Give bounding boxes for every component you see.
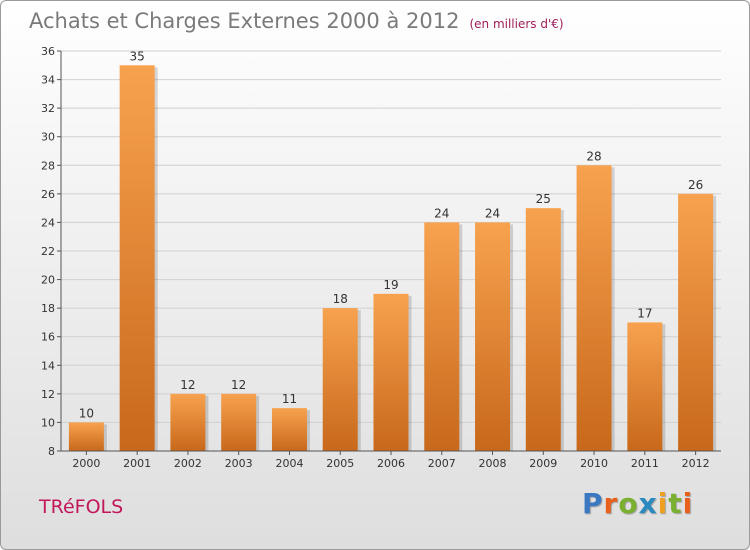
y-tick-label: 10 xyxy=(41,416,55,429)
y-tick-label: 28 xyxy=(41,159,55,172)
bar-2003 xyxy=(221,393,257,451)
chart-title: Achats et Charges Externes 2000 à 2012 (e… xyxy=(29,9,564,33)
bar-2002 xyxy=(170,393,206,451)
x-tick-label: 2003 xyxy=(225,457,253,470)
x-tick-label: 2000 xyxy=(72,457,100,470)
y-tick-label: 34 xyxy=(41,74,55,87)
bar-2009 xyxy=(525,208,561,451)
bar-2004 xyxy=(271,408,307,451)
x-tick-label: 2002 xyxy=(174,457,202,470)
bar-value-label: 12 xyxy=(180,378,195,392)
y-tick-label: 22 xyxy=(41,245,55,258)
y-tick-label: 26 xyxy=(41,188,55,201)
x-tick-label: 2012 xyxy=(682,457,710,470)
y-tick-label: 8 xyxy=(48,445,55,458)
bar-value-label: 35 xyxy=(130,49,145,63)
bar-value-label: 26 xyxy=(688,178,703,192)
bar-value-label: 24 xyxy=(434,206,449,220)
y-tick-label: 18 xyxy=(41,302,55,315)
bar-2000 xyxy=(68,422,104,451)
x-tick-label: 2009 xyxy=(529,457,557,470)
x-tick-label: 2001 xyxy=(123,457,151,470)
bar-value-label: 25 xyxy=(536,192,551,206)
bar-2010 xyxy=(576,165,612,452)
y-tick-label: 24 xyxy=(41,216,55,229)
x-tick-label: 2011 xyxy=(631,457,659,470)
bar-value-label: 19 xyxy=(383,278,398,292)
bar-value-label: 24 xyxy=(485,206,500,220)
chart-title-text: Achats et Charges Externes 2000 à 2012 xyxy=(29,9,460,33)
bar-2011 xyxy=(627,322,663,451)
axes xyxy=(57,50,721,455)
y-tick-label: 14 xyxy=(41,359,55,372)
bar-2012 xyxy=(678,193,714,451)
bar-2006 xyxy=(373,293,409,451)
x-tick-label: 2006 xyxy=(377,457,405,470)
bar-value-label: 17 xyxy=(637,306,652,320)
y-tick-label: 32 xyxy=(41,102,55,115)
bar-value-label: 12 xyxy=(231,378,246,392)
x-tick-label: 2008 xyxy=(479,457,507,470)
x-tick-label: 2007 xyxy=(428,457,456,470)
chart-subtitle: (en milliers d'€) xyxy=(469,17,564,31)
bar-value-label: 10 xyxy=(79,406,94,420)
bar-value-label: 11 xyxy=(282,392,297,406)
bar-value-label: 28 xyxy=(586,149,601,163)
bar-2008 xyxy=(475,222,511,451)
x-tick-label: 2010 xyxy=(580,457,608,470)
y-tick-label: 20 xyxy=(41,274,55,287)
x-tick-label: 2005 xyxy=(326,457,354,470)
bars xyxy=(68,65,717,452)
bar-value-label: 18 xyxy=(333,292,348,306)
y-tick-label: 16 xyxy=(41,331,55,344)
proxiti-logo: Proxiti xyxy=(582,487,694,520)
x-tick-label: 2004 xyxy=(275,457,303,470)
y-tick-label: 12 xyxy=(41,388,55,401)
bar-2005 xyxy=(322,308,358,451)
bar-2001 xyxy=(119,65,155,452)
place-name: TRéFOLS xyxy=(39,496,124,518)
labels: 8 10 12 14 16 18 20 22 24 26 28 30 32 34 36 10 2000 35 200… xyxy=(41,45,710,470)
y-tick-label: 36 xyxy=(41,45,55,58)
y-tick-label: 30 xyxy=(41,131,55,144)
bar-2007 xyxy=(424,222,460,451)
